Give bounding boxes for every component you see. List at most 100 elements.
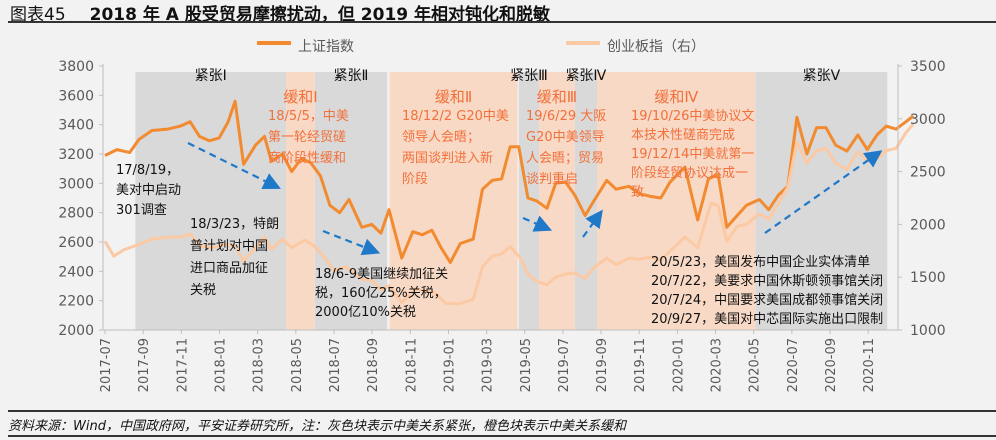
band-label: 缓和Ⅱ — [435, 88, 472, 106]
band-label: 紧张Ⅲ — [510, 68, 548, 84]
annotation-line: 19/12/14中美就第一 — [631, 147, 754, 162]
band-easing — [286, 72, 315, 330]
trend-arrow — [187, 142, 281, 190]
left-tick-label: 3200 — [58, 147, 94, 163]
right-tick-label: 2000 — [910, 217, 946, 233]
annotation-a8: 20/5/23，美国发布中国企业实体清单 20/7/22，美要求中国休斯顿领事馆关… — [651, 254, 883, 327]
x-tick-label: 2019-01 — [442, 338, 457, 392]
x-tick-label: 2020-09 — [824, 338, 839, 392]
x-tick-label: 2018-09 — [366, 338, 381, 392]
source-divider-top — [8, 410, 996, 412]
annotation-line: 20/5/23，美国发布中国企业实体清单 — [651, 254, 870, 270]
x-tick-label: 2017-09 — [137, 338, 152, 392]
band-tension — [135, 72, 287, 330]
x-tick-label: 2020-07 — [786, 338, 801, 392]
band-label: 紧张Ⅱ — [334, 68, 369, 84]
x-tick-label: 2020-03 — [710, 338, 725, 392]
left-tick-label: 2200 — [58, 294, 94, 310]
legend-label-chinext: 创业板指（右） — [607, 39, 705, 55]
annotation-line: 人会晤；贸易 — [526, 151, 604, 166]
band-label: 缓和Ⅲ — [537, 88, 577, 106]
annotation-line: 进口商品加征 — [190, 261, 268, 276]
x-tick-label: 2017-07 — [99, 338, 114, 392]
x-tick-label: 2019-05 — [519, 338, 534, 392]
annotation-line: 19/6/29 大阪 — [526, 109, 606, 124]
annotation-line: 18/12/2 G20中美 — [402, 109, 509, 124]
figure-title: 图表45 2018 年 A 股受贸易摩擦扰动，但 2019 年相对钝化和脱敏 — [10, 0, 550, 25]
annotation-line: 关税 — [190, 283, 216, 298]
x-tick-label: 2018-07 — [328, 338, 343, 392]
x-tick-label: 2020-01 — [671, 338, 686, 392]
annotation-line: 18/3/23，特朗 — [190, 217, 279, 232]
annotation-line: 阶段 — [402, 172, 428, 187]
band-label: 紧张Ⅳ — [565, 68, 606, 84]
source-divider-bottom — [8, 435, 996, 437]
annotation-line: 阶段经贸协议达成一 — [631, 166, 748, 181]
left-tick-label: 3000 — [58, 176, 94, 192]
title-divider — [8, 21, 996, 23]
x-tick-label: 2018-05 — [290, 338, 305, 392]
left-tick-label: 2000 — [58, 323, 94, 339]
band-label: 缓和Ⅰ — [283, 88, 317, 106]
right-tick-label: 3000 — [910, 112, 946, 128]
band-label: 紧张Ⅰ — [195, 68, 227, 84]
annotation-line: 税，160亿25%关税， — [315, 286, 447, 301]
x-tick-label: 2020-11 — [862, 338, 877, 392]
left-tick-label: 3800 — [58, 59, 94, 75]
x-tick-label: 2017-11 — [175, 338, 190, 392]
band-tension — [755, 72, 888, 330]
series-line-0 — [104, 99, 915, 264]
annotation-line: 18/6-9美国继续加征关 — [315, 267, 448, 282]
source-note: 资料来源：Wind，中国政府网，平安证券研究所，注：灰色块表示中美关系紧张，橙色… — [8, 419, 626, 434]
legend: 上证指数 创业板指（右） — [257, 39, 705, 55]
annotation-line: 普计划对中国 — [190, 239, 268, 254]
x-tick-label: 2019-07 — [557, 338, 572, 392]
band-easing — [539, 72, 575, 330]
trend-arrow — [322, 229, 381, 256]
annotation-line: 20/9/27，美国对中芯国际实施出口限制 — [651, 312, 883, 327]
series-line-1 — [103, 123, 915, 306]
annotation-line: 2000亿10%关税 — [315, 305, 416, 320]
annotation-line: 19/10/26中美协议文 — [631, 109, 754, 124]
x-tick-label: 2018-01 — [213, 338, 228, 392]
annotation-line: 第一轮经贸磋 — [268, 130, 346, 145]
band-easing — [389, 72, 518, 330]
annotation-line: 18/5/5，中美 — [268, 109, 349, 124]
x-tick-label: 2018-11 — [404, 338, 419, 392]
annotation-line: 领导人会晤； — [402, 130, 480, 145]
line-chart: 紧张Ⅰ 缓和Ⅰ 紧张Ⅱ 缓和Ⅱ 紧张Ⅲ 缓和Ⅲ 紧张Ⅳ 缓和Ⅳ 紧张Ⅴ 2000 2200 2400… — [58, 39, 946, 392]
annotation-line: 致 — [631, 185, 644, 200]
x-tick-label: 2019-09 — [595, 338, 610, 392]
left-tick-label: 2800 — [58, 206, 94, 222]
figure-title-text: 2018 年 A 股受贸易摩擦扰动，但 2019 年相对钝化和脱敏 — [89, 5, 551, 25]
x-tick-label: 2019-11 — [633, 338, 648, 392]
annotation-line: 两国谈判进入新 — [402, 150, 493, 166]
annotation-line: 美对中启动 — [116, 183, 181, 198]
annotation-line: 本技术性磋商完成 — [631, 128, 735, 143]
annotation-line: G20中美领导 — [526, 130, 605, 145]
trend-arrows — [187, 142, 883, 256]
annotation-line: 301调查 — [116, 203, 167, 218]
annotation-line: 17/8/19， — [116, 163, 179, 178]
trend-arrow — [764, 150, 883, 234]
right-tick-label: 3500 — [910, 59, 946, 75]
annotation-line: 20/7/24，中国要求美国成都领事馆关闭 — [651, 293, 883, 308]
annotation-line: 20/7/22，美要求中国休斯顿领事馆关闭 — [651, 274, 883, 289]
left-tick-label: 2400 — [58, 264, 94, 280]
x-tick-label: 2020-05 — [748, 338, 763, 392]
left-tick-label: 2600 — [58, 235, 94, 251]
left-tick-label: 3400 — [58, 118, 94, 134]
band-easing — [597, 72, 756, 330]
legend-label-shanghai: 上证指数 — [298, 39, 354, 55]
trend-arrow — [582, 209, 603, 238]
right-tick-label: 2500 — [910, 165, 946, 181]
left-tick-label: 3600 — [58, 88, 94, 104]
right-tick-label: 1000 — [910, 323, 946, 339]
band-label: 缓和Ⅳ — [654, 88, 698, 106]
